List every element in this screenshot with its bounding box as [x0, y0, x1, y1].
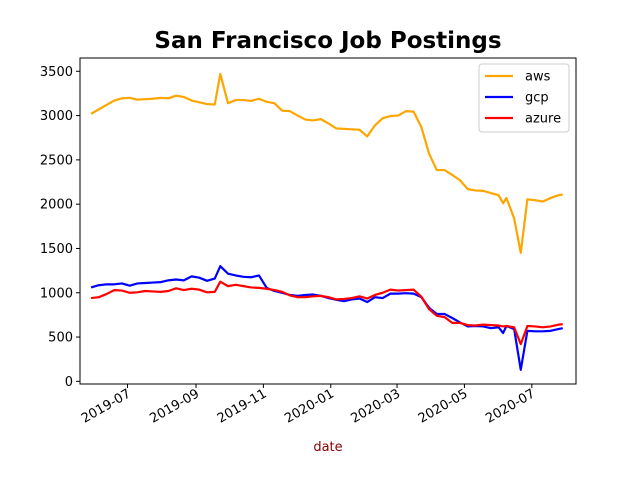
legend-box	[478, 63, 570, 133]
y-tick-label: 1500	[40, 242, 73, 257]
series-line-azure	[90, 280, 563, 346]
x-axis-label: date	[313, 440, 342, 455]
y-tick-label: 1000	[40, 286, 73, 301]
series-line-aws	[90, 72, 563, 254]
y-tick-label: 0	[65, 375, 73, 390]
y-tick-label: 2000	[40, 198, 73, 213]
legend: aws gcp azure	[478, 63, 570, 133]
y-tick-label: 3500	[40, 65, 73, 80]
legend-label-gcp: gcp	[525, 91, 549, 106]
y-axis: 0 500 1000 1500 2000 2500 3000 3500	[40, 65, 80, 390]
legend-label-azure: azure	[525, 112, 561, 127]
chart-title: San Francisco Job Postings	[154, 28, 501, 54]
legend-label-aws: aws	[525, 70, 551, 85]
plot-frame	[79, 57, 577, 385]
y-tick-label: 2500	[40, 153, 73, 168]
y-tick-label: 500	[48, 331, 73, 346]
series-layer	[90, 72, 563, 371]
y-tick-label: 3000	[40, 109, 73, 124]
